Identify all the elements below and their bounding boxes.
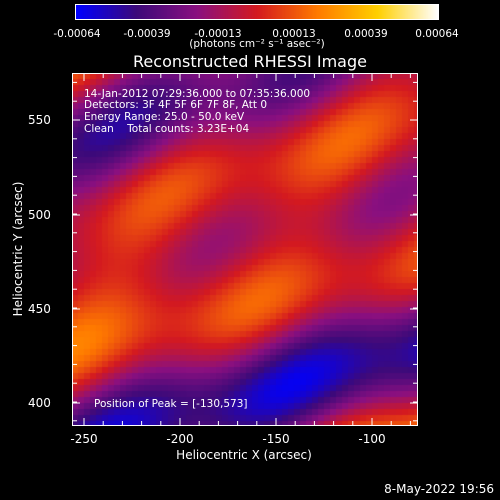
colorbar-tick: 0.00039 (344, 28, 388, 40)
y-axis-label: Heliocentric Y (arcsec) (11, 181, 25, 317)
y-tick-label: 450 (28, 302, 51, 316)
y-tick-label: 400 (28, 396, 51, 410)
x-tick-label: -200 (166, 432, 194, 446)
detectors-text: Detectors: 3F 4F 5F 6F 7F 8F, Att 0 (84, 99, 268, 111)
plot-frame (72, 73, 418, 426)
colorbar-tick: 0.00013 (272, 28, 316, 40)
colorbar-unit-label: (photons cm⁻² s⁻¹ asec⁻²) (189, 38, 325, 50)
y-tick-label: 500 (28, 208, 51, 222)
clean-counts-text: Clean Total counts: 3.23E+04 (84, 123, 250, 135)
colorbar-tick: -0.00064 (53, 28, 101, 40)
time-range-text: 14-Jan-2012 07:29:36.000 to 07:35:36.000 (84, 88, 311, 100)
plot-timestamp: 8-May-2022 19:56 (384, 482, 494, 496)
colorbar-tick: 0.00064 (415, 28, 459, 40)
rhessi-image (72, 73, 417, 425)
x-tick-label: -150 (262, 432, 290, 446)
x-tick-label: -100 (358, 432, 386, 446)
y-tick-label: 550 (28, 113, 51, 127)
peak-position-text: Position of Peak = [-130,573] (94, 398, 248, 410)
x-axis-label: Heliocentric X (arcsec) (176, 448, 312, 462)
colorbar-tick: -0.00013 (194, 28, 242, 40)
colorbar (75, 4, 439, 20)
colorbar-tick: -0.00039 (123, 28, 171, 40)
x-tick-label: -250 (70, 432, 98, 446)
image-title: Reconstructed RHESSI Image (133, 52, 367, 71)
energy-range-text: Energy Range: 25.0 - 50.0 keV (84, 111, 245, 123)
